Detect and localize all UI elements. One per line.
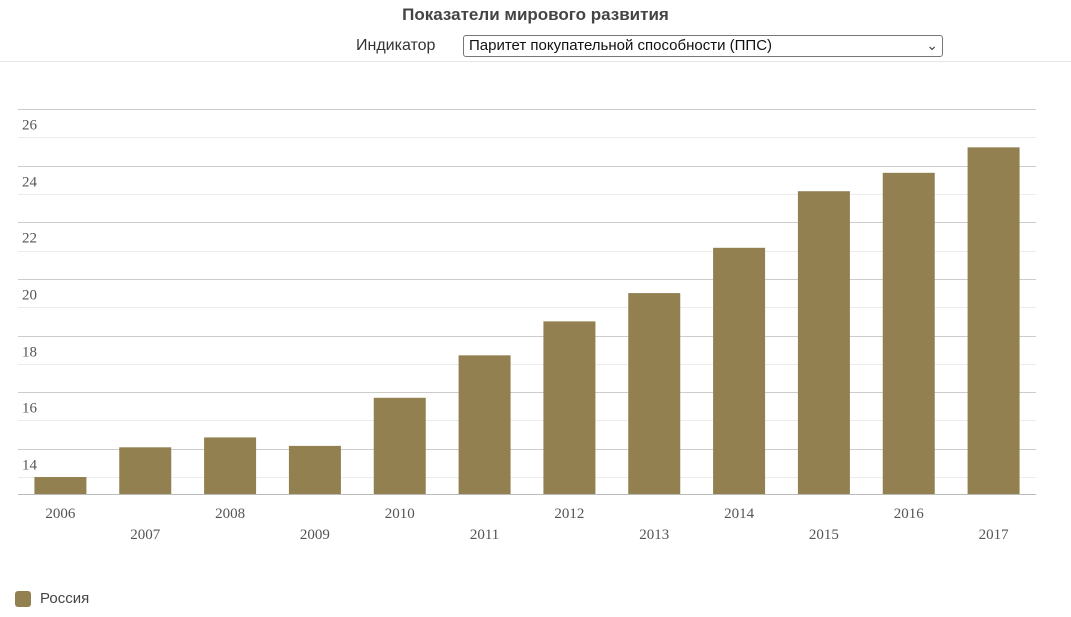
x-tick-label: 2008 bbox=[215, 506, 245, 522]
x-tick-label: 2010 bbox=[385, 506, 415, 522]
y-tick-label: 24 bbox=[22, 175, 38, 191]
bar-2010 bbox=[374, 398, 426, 494]
bar-2014 bbox=[713, 248, 765, 494]
y-tick-label: 18 bbox=[22, 345, 37, 361]
x-tick-label: 2016 bbox=[894, 506, 925, 522]
bar-2007 bbox=[119, 447, 171, 494]
y-tick-label: 20 bbox=[22, 288, 37, 304]
bar-2009 bbox=[289, 446, 341, 494]
bar-2012 bbox=[543, 321, 595, 494]
bar-2006 bbox=[34, 477, 86, 494]
legend[interactable]: Россия bbox=[15, 590, 89, 607]
bar-2013 bbox=[628, 293, 680, 494]
x-tick-label: 2006 bbox=[45, 506, 76, 522]
x-tick-label: 2015 bbox=[809, 527, 839, 543]
chevron-down-icon: ⌄ bbox=[926, 37, 938, 54]
x-tick-label: 2009 bbox=[300, 527, 330, 543]
x-tick-label: 2011 bbox=[470, 527, 499, 543]
indicator-label: Индикатор bbox=[356, 37, 435, 55]
y-tick-label: 14 bbox=[22, 458, 38, 474]
bar-2011 bbox=[459, 355, 511, 494]
y-tick-label: 26 bbox=[22, 118, 38, 134]
bar-2017 bbox=[968, 147, 1020, 494]
x-tick-label: 2007 bbox=[130, 527, 161, 543]
y-tick-label: 16 bbox=[22, 401, 38, 417]
y-tick-label: 22 bbox=[22, 231, 37, 247]
indicator-select-value: Паритет покупательной способности (ППС) bbox=[469, 37, 772, 54]
bar-2008 bbox=[204, 437, 256, 494]
bar-2016 bbox=[883, 173, 935, 494]
bar-chart: 14 16 18 20 22 24 26 2006 2007 2008 2009 2010 2011 20… bbox=[0, 62, 1071, 577]
legend-label-russia: Россия bbox=[40, 590, 89, 607]
legend-swatch-russia bbox=[15, 591, 31, 607]
x-tick-label: 2017 bbox=[979, 527, 1010, 543]
indicator-select[interactable]: Паритет покупательной способности (ППС) … bbox=[463, 35, 943, 57]
x-tick-label: 2014 bbox=[724, 506, 755, 522]
page-title: Показатели мирового развития bbox=[0, 5, 1071, 25]
x-tick-label: 2013 bbox=[639, 527, 669, 543]
x-tick-label: 2012 bbox=[554, 506, 584, 522]
bar-2015 bbox=[798, 191, 850, 494]
